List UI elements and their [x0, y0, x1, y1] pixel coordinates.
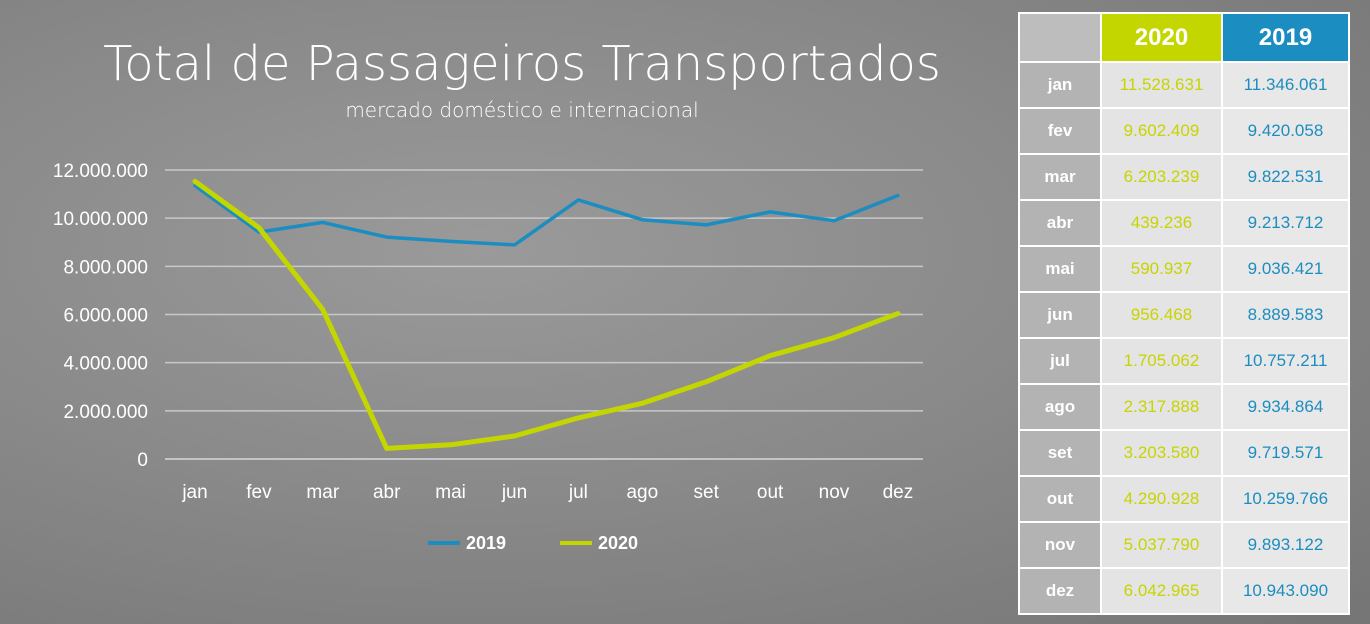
table-cell-2019: 10.259.766 [1221, 475, 1350, 523]
x-tick-label: ago [626, 482, 658, 503]
series-line-2019 [193, 183, 900, 247]
table-cell-2020: 9.602.409 [1100, 107, 1223, 155]
table-cell-2020: 439.236 [1100, 199, 1223, 247]
table-cell-month: jan [1018, 61, 1102, 109]
table-row: out 4.290.928 10.259.766 [1018, 475, 1350, 523]
table-cell-month: set [1018, 429, 1102, 477]
table-row: ago 2.317.888 9.934.864 [1018, 383, 1350, 431]
table-row: set 3.203.580 9.719.571 [1018, 429, 1350, 477]
table-cell-2019: 10.757.211 [1221, 337, 1350, 385]
table-cell-2019: 9.934.864 [1221, 383, 1350, 431]
legend: 2019 2020 [428, 533, 638, 553]
table-cell-month: ago [1018, 383, 1102, 431]
table-cell-2020: 2.317.888 [1100, 383, 1223, 431]
table-cell-2019: 11.346.061 [1221, 61, 1350, 109]
y-tick-label: 8.000.000 [63, 257, 148, 278]
table-header-blank [1018, 12, 1102, 63]
table-cell-2020: 11.528.631 [1100, 61, 1223, 109]
table-cell-2019: 9.420.058 [1221, 107, 1350, 155]
table-cell-2020: 6.042.965 [1100, 567, 1223, 615]
table-cell-month: nov [1018, 521, 1102, 569]
y-tick-label: 2.000.000 [63, 402, 148, 423]
series-line-2020 [192, 178, 901, 451]
table-row: fev 9.602.409 9.420.058 [1018, 107, 1350, 155]
table-header-2019: 2019 [1221, 12, 1350, 63]
table-cell-2019: 9.822.531 [1221, 153, 1350, 201]
x-tick-label: jun [501, 482, 527, 503]
x-tick-label: out [757, 482, 784, 503]
x-tick-label: set [694, 482, 720, 503]
x-tick-label: dez [883, 482, 914, 503]
y-tick-label: 10.000.000 [53, 209, 148, 230]
table-cell-2019: 8.889.583 [1221, 291, 1350, 339]
y-tick-label: 6.000.000 [63, 306, 148, 327]
y-tick-label: 4.000.000 [63, 354, 148, 375]
table-cell-month: jul [1018, 337, 1102, 385]
x-tick-label: nov [819, 482, 850, 503]
x-tick-label: jul [568, 482, 588, 503]
table-cell-2019: 9.036.421 [1221, 245, 1350, 293]
table-cell-month: mai [1018, 245, 1102, 293]
series-lines [192, 178, 901, 451]
table-cell-2020: 5.037.790 [1100, 521, 1223, 569]
table-cell-month: abr [1018, 199, 1102, 247]
x-tick-label: fev [246, 482, 272, 503]
legend-label-2020: 2020 [598, 533, 638, 553]
table-row: mar 6.203.239 9.822.531 [1018, 153, 1350, 201]
table-cell-month: out [1018, 475, 1102, 523]
x-tick-label: mai [435, 482, 466, 503]
table-cell-2020: 4.290.928 [1100, 475, 1223, 523]
table-row: abr 439.236 9.213.712 [1018, 199, 1350, 247]
x-axis-ticks: jan fev mar abr mai jun jul ago set out nov dez [181, 482, 913, 503]
table-cell-2019: 9.213.712 [1221, 199, 1350, 247]
gridlines [165, 169, 923, 460]
x-tick-label: mar [306, 482, 339, 503]
table-cell-2019: 9.893.122 [1221, 521, 1350, 569]
line-chart: Total de Passageiros Transportados merca… [53, 36, 941, 553]
table-cell-month: mar [1018, 153, 1102, 201]
table-cell-month: fev [1018, 107, 1102, 155]
table-cell-2019: 10.943.090 [1221, 567, 1350, 615]
data-table: 2020 2019 jan 11.528.631 11.346.061 fev 9.60… [1018, 12, 1350, 615]
table-cell-2020: 6.203.239 [1100, 153, 1223, 201]
table-cell-month: dez [1018, 567, 1102, 615]
table-cell-2020: 3.203.580 [1100, 429, 1223, 477]
table-row: jul 1.705.062 10.757.211 [1018, 337, 1350, 385]
y-tick-label: 12.000.000 [53, 161, 148, 182]
chart-subtitle: mercado doméstico e internacional [345, 98, 698, 122]
table-cell-2020: 590.937 [1100, 245, 1223, 293]
chart-title: Total de Passageiros Transportados [103, 36, 941, 92]
y-tick-label: 0 [137, 450, 148, 471]
table-header-2020: 2020 [1100, 12, 1223, 63]
table-row: mai 590.937 9.036.421 [1018, 245, 1350, 293]
table-row: dez 6.042.965 10.943.090 [1018, 567, 1350, 615]
table-cell-month: jun [1018, 291, 1102, 339]
table-row: jun 956.468 8.889.583 [1018, 291, 1350, 339]
table-row: nov 5.037.790 9.893.122 [1018, 521, 1350, 569]
table-header-row: 2020 2019 [1018, 12, 1350, 63]
table-row: jan 11.528.631 11.346.061 [1018, 61, 1350, 109]
x-tick-label: jan [181, 482, 207, 503]
table-cell-2019: 9.719.571 [1221, 429, 1350, 477]
legend-label-2019: 2019 [466, 533, 506, 553]
table-cell-2020: 956.468 [1100, 291, 1223, 339]
x-tick-label: abr [373, 482, 401, 503]
table-cell-2020: 1.705.062 [1100, 337, 1223, 385]
y-axis-ticks: 0 2.000.000 4.000.000 6.000.000 8.000.000 10.… [53, 161, 148, 471]
